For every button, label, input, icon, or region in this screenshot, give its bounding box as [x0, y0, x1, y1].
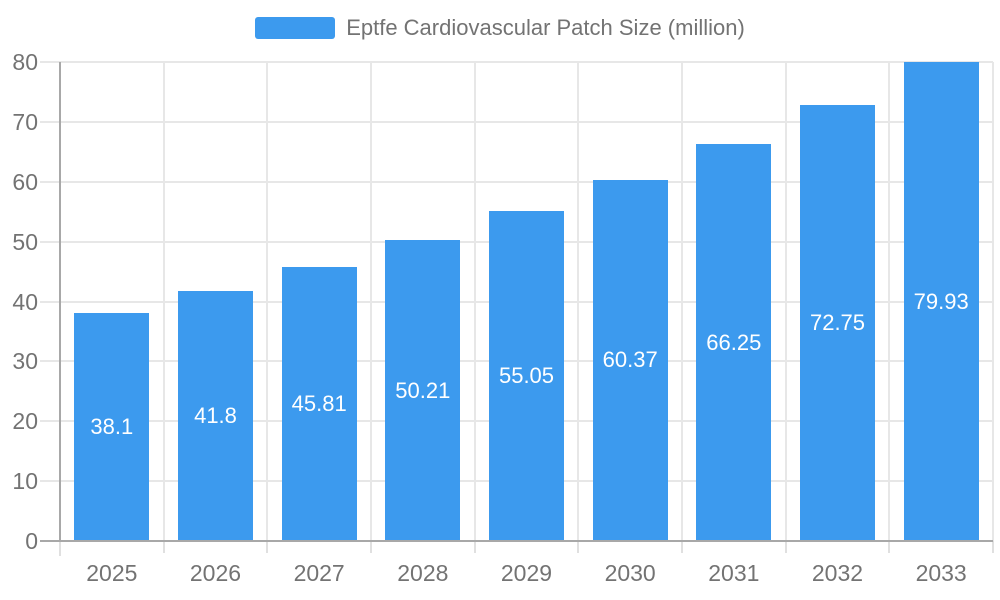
gridline-x-boundary-4	[473, 62, 476, 541]
bar-value-2031: 66.25	[706, 329, 762, 355]
y-axis-label-70: 70	[12, 108, 38, 135]
gridline-x-boundary-9	[992, 62, 994, 541]
y-axis-label-50: 50	[12, 228, 38, 255]
gridline-x-boundary-7	[784, 62, 787, 541]
x-axis-label-2030: 2030	[604, 560, 656, 586]
bar-value-2026: 41.8	[194, 402, 237, 428]
y-tick-0	[40, 540, 60, 542]
y-axis-label-10: 10	[12, 468, 38, 495]
bar-value-2033: 79.93	[913, 288, 969, 314]
gridline-x-boundary-6	[681, 62, 683, 541]
legend-label[interactable]: Eptfe Cardiovascular Patch Size (million…	[346, 15, 745, 40]
gridline-x-boundary-2	[266, 62, 269, 541]
bar-2028[interactable]: 50.21	[385, 240, 461, 541]
x-tick-2	[266, 541, 269, 553]
x-axis-label-2031: 2031	[708, 560, 760, 586]
x-tick-6	[681, 541, 683, 553]
x-axis-label-2029: 2029	[500, 560, 553, 586]
y-axis-line	[59, 62, 61, 541]
x-tick-7	[784, 541, 787, 553]
y-axis-label-30: 30	[12, 348, 38, 375]
gridline-x-boundary-3	[370, 62, 372, 541]
y-axis-label-60: 60	[12, 168, 38, 195]
bar-2032[interactable]: 72.75	[800, 105, 875, 541]
bar-value-2025: 38.1	[90, 413, 134, 439]
bar-2027[interactable]: 45.81	[281, 266, 357, 541]
gridline-x-boundary-5	[577, 62, 580, 541]
x-axis-label-2027: 2027	[293, 560, 345, 586]
bar-2031[interactable]: 66.25	[696, 144, 772, 541]
x-axis-label-2033: 2033	[915, 560, 967, 586]
legend: Eptfe Cardiovascular Patch Size (million…	[0, 8, 1000, 48]
x-axis-label-2032: 2032	[811, 560, 864, 586]
y-axis-label-0: 0	[25, 528, 38, 554]
x-axis-label-2028: 2028	[397, 560, 449, 586]
x-tick-0	[59, 541, 61, 553]
bar-2029[interactable]: 55.05	[489, 211, 564, 541]
legend-swatch[interactable]	[255, 17, 336, 39]
y-axis-label-80: 80	[12, 49, 38, 75]
gridline-x-boundary-8	[888, 62, 891, 541]
bar-2025[interactable]: 38.1	[74, 312, 150, 541]
gridline-y-80	[40, 61, 993, 63]
x-axis-label-2025: 2025	[86, 560, 138, 586]
bar-value-2032: 72.75	[809, 310, 866, 336]
y-axis-extension	[59, 541, 61, 556]
y-axis-label-20: 20	[12, 408, 38, 435]
y-axis-label-40: 40	[12, 288, 38, 315]
x-tick-1	[162, 541, 165, 553]
x-tick-8	[888, 541, 891, 553]
x-tick-9	[992, 541, 994, 553]
x-tick-4	[473, 541, 476, 553]
x-axis-label-2026: 2026	[189, 560, 242, 586]
bar-value-2029: 55.05	[498, 363, 555, 389]
gridline-x-boundary-1	[162, 62, 165, 541]
bar-2033[interactable]: 79.93	[903, 62, 979, 541]
bar-2026[interactable]: 41.8	[178, 290, 253, 541]
x-tick-5	[577, 541, 580, 553]
bar-value-2027: 45.81	[291, 390, 347, 416]
bar-2030[interactable]: 60.37	[592, 179, 668, 541]
x-tick-3	[370, 541, 372, 553]
bar-value-2030: 60.37	[602, 347, 658, 373]
bar-value-2028: 50.21	[395, 377, 451, 403]
